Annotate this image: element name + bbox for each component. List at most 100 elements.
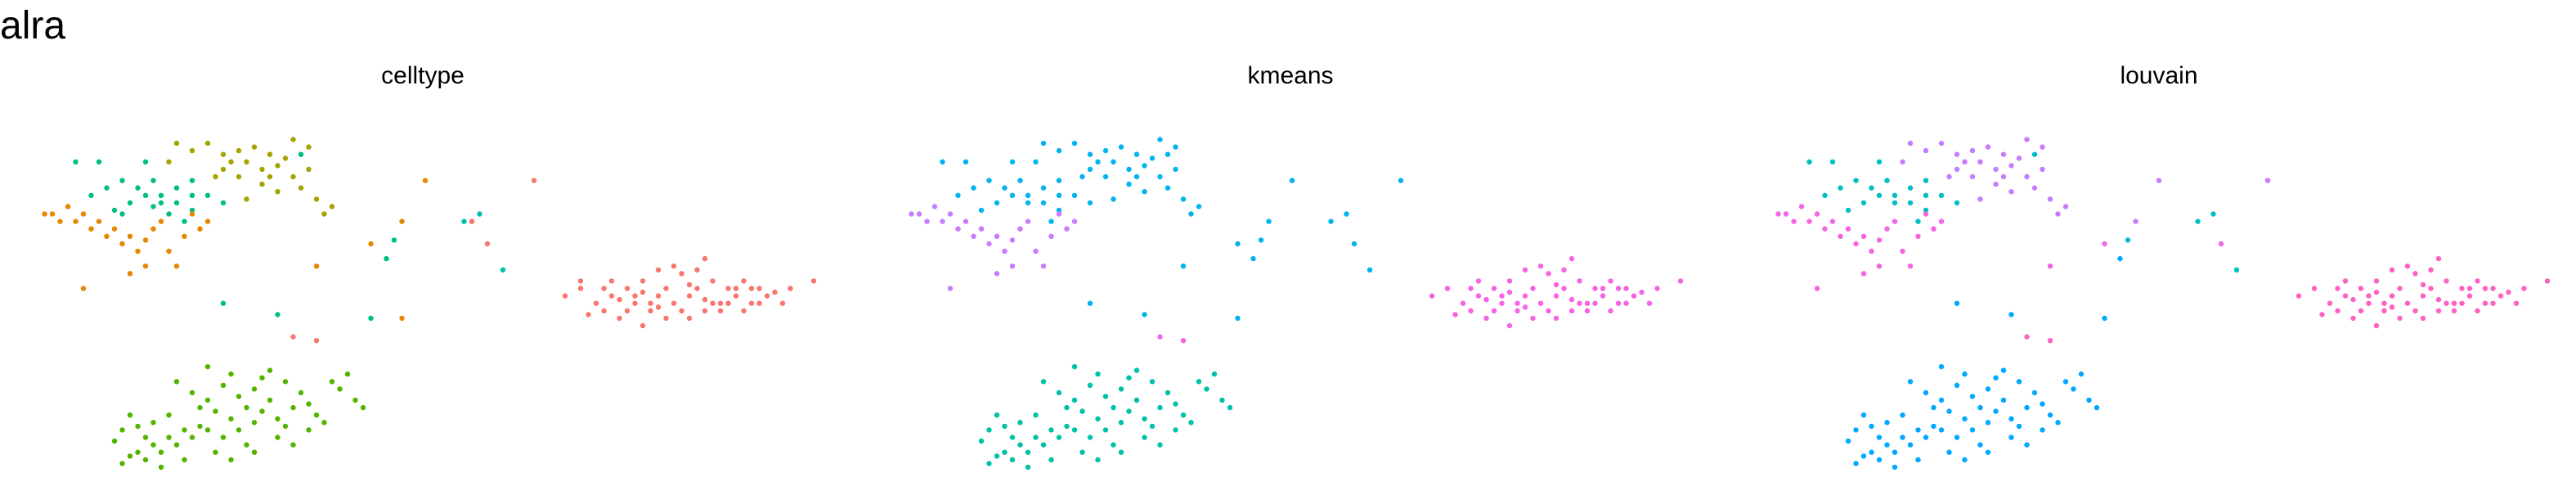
scatter-point <box>1838 185 1843 191</box>
scatter-point <box>1938 192 1945 198</box>
scatter-point <box>1149 379 1156 385</box>
scatter-point <box>1845 207 1851 214</box>
scatter-point <box>2358 286 2364 291</box>
scatter-point <box>1915 218 1921 224</box>
scatter-point <box>1783 211 1789 217</box>
scatter-point <box>267 367 273 373</box>
scatter-point <box>1025 192 1031 198</box>
scatter-point <box>1954 200 1960 206</box>
scatter-point <box>2195 218 2201 224</box>
scatter-point <box>1892 218 1898 224</box>
scatter-point <box>244 196 249 202</box>
scatter-point <box>2389 293 2395 299</box>
figure-title: alra <box>0 4 66 47</box>
scatter-point <box>2047 412 2053 418</box>
scatter-point <box>1985 449 1991 455</box>
scatter-point <box>135 449 141 455</box>
scatter-point <box>1654 286 1660 291</box>
scatter-point <box>2016 155 2022 161</box>
scatter-point <box>2350 315 2356 322</box>
scatter-point <box>220 151 227 157</box>
scatter-point <box>2506 289 2511 295</box>
scatter-point <box>1142 312 1147 318</box>
scatter-point <box>772 289 778 295</box>
scatter-point <box>2513 300 2520 306</box>
scatter-point <box>220 435 227 440</box>
scatter-point <box>1962 457 1968 462</box>
scatter-point <box>1040 200 1047 206</box>
scatter-point <box>1157 137 1163 142</box>
scatter-point <box>1087 151 1093 157</box>
scatter-point <box>2420 315 2426 322</box>
scatter-point <box>1546 308 1551 313</box>
scatter-point <box>1892 464 1898 471</box>
scatter-point <box>756 286 762 291</box>
scatter-point <box>236 173 242 180</box>
scatter-point <box>96 159 102 164</box>
scatter-point <box>2444 300 2449 306</box>
scatter-point <box>1522 293 1528 299</box>
scatter-point <box>2055 211 2061 217</box>
scatter-point <box>2040 144 2045 150</box>
scatter-point <box>1475 293 1482 299</box>
scatter-point <box>313 338 320 344</box>
scatter-point <box>2381 308 2387 313</box>
scatter-point <box>1869 449 1874 455</box>
scatter-point <box>686 282 693 288</box>
scatter-point <box>1056 178 1062 183</box>
scatter-point <box>1923 178 1929 183</box>
scatter-point <box>2024 137 2030 142</box>
scatter-point <box>1009 159 1016 164</box>
scatter-point <box>1048 233 1054 239</box>
scatter-point <box>2008 189 2014 195</box>
scatter-point <box>127 233 133 239</box>
scatter-point <box>1876 237 1883 243</box>
scatter-point <box>1102 394 1109 399</box>
scatter-point <box>1064 404 1070 411</box>
scatter-point <box>1791 218 1797 224</box>
scatter-point <box>1499 293 1505 299</box>
scatter-point <box>259 166 265 173</box>
scatter-point <box>399 315 405 322</box>
scatter-point <box>1398 178 1404 183</box>
scatter-point <box>1025 449 1031 455</box>
scatter-point <box>1367 267 1373 273</box>
scatter-point <box>640 322 646 329</box>
scatter-point <box>275 189 280 195</box>
scatter-point <box>135 423 141 430</box>
scatter-point <box>127 412 133 418</box>
scatter-point <box>1133 397 1140 403</box>
scatter-point <box>251 386 258 392</box>
scatter-point <box>1017 420 1023 426</box>
scatter-point <box>2031 390 2038 396</box>
scatter-point <box>2381 300 2387 306</box>
scatter-point <box>1468 308 1474 313</box>
scatter-point <box>1806 159 1812 164</box>
scatter-point <box>1931 404 1936 411</box>
scatter-point <box>158 200 164 206</box>
scatter-point <box>2327 300 2333 306</box>
scatter-point <box>1584 308 1591 313</box>
scatter-point <box>1568 308 1575 313</box>
scatter-point <box>173 442 180 448</box>
scatter-point <box>1025 200 1031 206</box>
scatter-point <box>608 293 615 299</box>
scatter-point <box>1009 192 1016 198</box>
scatter-point <box>1483 296 1489 303</box>
scatter-point <box>1869 423 1874 430</box>
scatter-point <box>1087 300 1093 306</box>
scatter-point <box>1946 173 1952 180</box>
scatter-panel-louvain <box>1775 137 2551 471</box>
scatter-point <box>963 218 969 224</box>
scatter-point <box>1009 457 1016 462</box>
scatter-point <box>2428 286 2434 291</box>
scatter-point <box>111 438 118 444</box>
scatter-point <box>1211 371 1218 377</box>
scatter-point <box>1822 226 1828 232</box>
scatter-point <box>1954 151 1960 157</box>
scatter-point <box>2544 278 2551 284</box>
scatter-point <box>1126 166 1132 173</box>
scatter-point <box>142 192 149 198</box>
scatter-point <box>1173 144 1178 150</box>
scatter-point <box>182 427 187 433</box>
